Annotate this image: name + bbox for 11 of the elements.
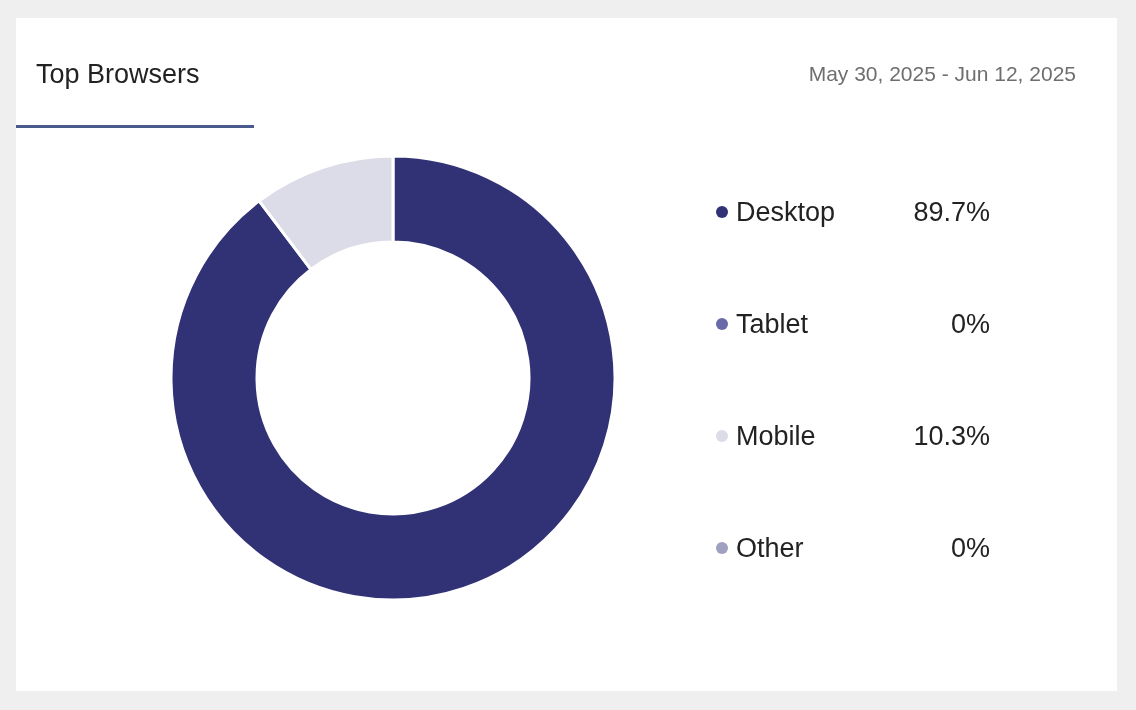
legend-label: Desktop <box>736 197 836 227</box>
text: 0% <box>950 309 990 339</box>
legend-label: Other <box>736 533 804 563</box>
data-label: 10.3% <box>913 421 990 451</box>
data-label: 89.7% <box>913 197 990 227</box>
donut-slice <box>169 154 617 602</box>
text: 0% <box>950 533 990 563</box>
chart-subtitle: May 30, 2025 - Jun 12, 2025 <box>808 62 1076 85</box>
legend-label: Tablet <box>736 309 809 339</box>
legend-label: Mobile <box>736 421 816 451</box>
chart-title: Top Browsers <box>36 59 200 89</box>
